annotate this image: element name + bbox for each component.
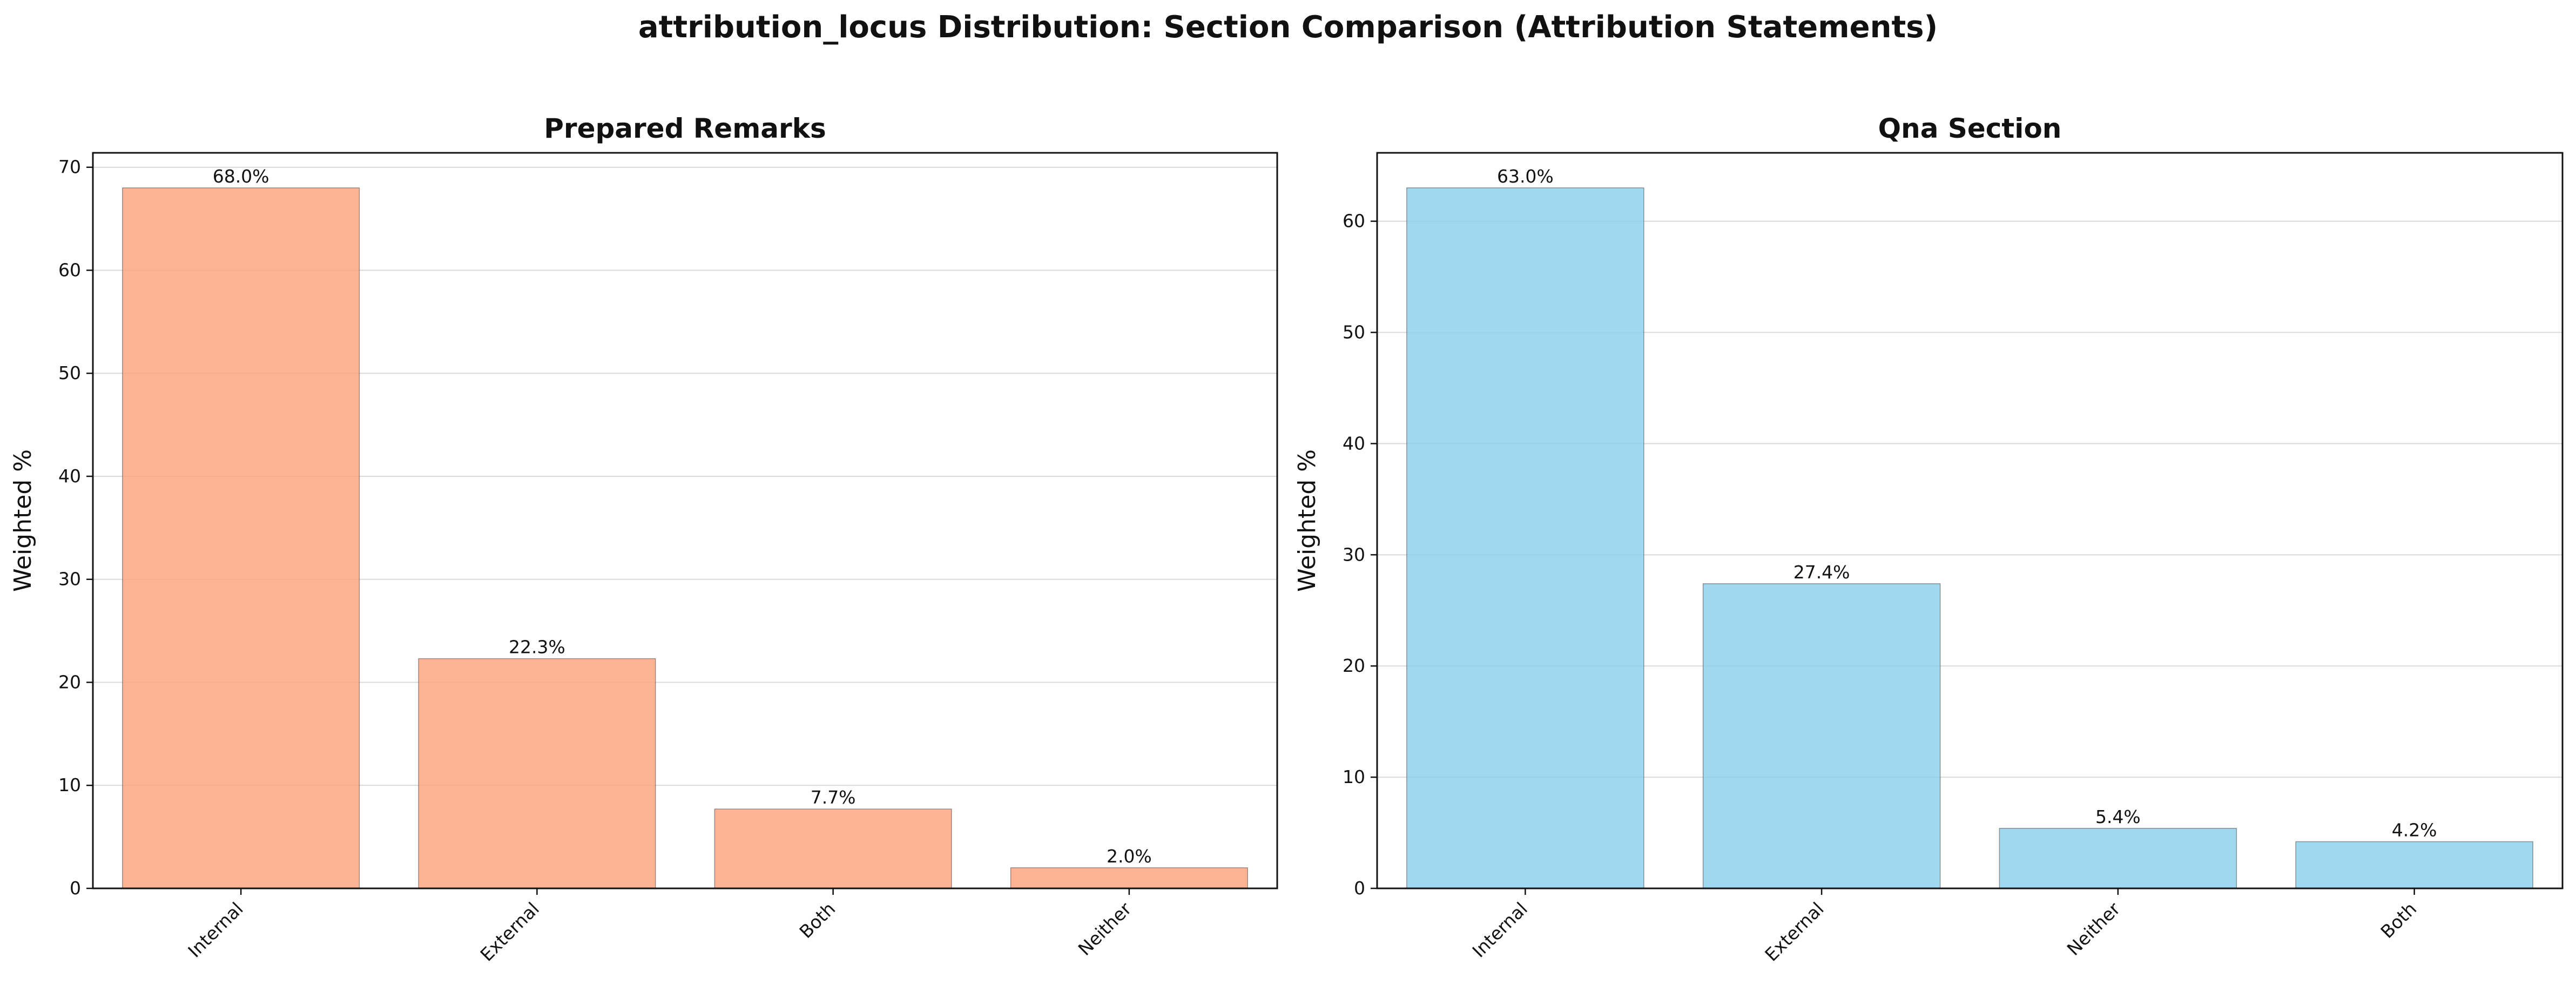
data-label-neither: 2.0% xyxy=(1107,846,1152,867)
data-label-internal: 63.0% xyxy=(1497,166,1554,187)
y-tick-label: 70 xyxy=(58,157,81,178)
bar-external xyxy=(1702,583,1941,889)
y-tick-label: 10 xyxy=(1343,766,1365,787)
y-tick-label: 10 xyxy=(58,774,81,795)
bar-internal xyxy=(122,187,360,889)
bar-internal xyxy=(1406,187,1644,889)
x-tick-label-external: External xyxy=(1761,898,1828,965)
x-tick-label-external: External xyxy=(476,898,543,965)
data-label-external: 27.4% xyxy=(1793,562,1850,583)
data-label-both: 4.2% xyxy=(2392,820,2437,841)
y-tick-label: 60 xyxy=(58,259,81,280)
y-tick-label: 40 xyxy=(1343,433,1365,454)
bar-neither xyxy=(1999,828,2237,889)
data-label-internal: 68.0% xyxy=(213,166,269,187)
bar-both xyxy=(2295,841,2533,889)
bar-neither xyxy=(1010,867,1248,889)
chart-suptitle: attribution_locus Distribution: Section … xyxy=(638,10,1938,45)
x-tick-label-neither: Neither xyxy=(2063,898,2125,960)
bar-external xyxy=(418,658,656,889)
x-tick-label-neither: Neither xyxy=(1074,898,1136,960)
axes-frame xyxy=(1376,152,2564,889)
y-tick-label: 0 xyxy=(1354,878,1365,899)
y-tick-label: 50 xyxy=(58,362,81,383)
panel-qna-section: 63.0% 27.4% 5.4% 4.2% 0 10 20 30 40 50 60 Internal E… xyxy=(1293,113,2564,965)
y-axis-label: Weighted % xyxy=(1293,449,1321,592)
y-axis-label: Weighted % xyxy=(9,449,37,592)
data-label-external: 22.3% xyxy=(509,637,565,658)
y-tick-label: 40 xyxy=(58,466,81,487)
y-tick-label: 0 xyxy=(70,878,81,899)
panel-title: Prepared Remarks xyxy=(544,113,826,144)
data-label-neither: 5.4% xyxy=(2095,806,2141,827)
panel-title: Qna Section xyxy=(1878,113,2062,144)
axes-frame xyxy=(92,152,1278,889)
y-tick-label: 60 xyxy=(1343,211,1365,232)
data-label-both: 7.7% xyxy=(811,787,856,808)
bar-both xyxy=(714,808,952,889)
x-tick-label-internal: Internal xyxy=(1468,898,1532,962)
y-tick-label: 30 xyxy=(1343,544,1365,565)
y-tick-label: 20 xyxy=(1343,655,1365,676)
y-tick-label: 20 xyxy=(58,671,81,692)
x-tick-label-both: Both xyxy=(2376,898,2420,942)
x-tick-label-internal: Internal xyxy=(184,898,247,962)
panel-prepared-remarks: 68.0% 22.3% 7.7% 2.0% 0 10 20 30 40 50 60 70 Interna… xyxy=(9,113,1278,965)
y-tick-label: 50 xyxy=(1343,322,1365,343)
x-tick-label-both: Both xyxy=(795,898,839,942)
y-tick-label: 30 xyxy=(58,569,81,590)
